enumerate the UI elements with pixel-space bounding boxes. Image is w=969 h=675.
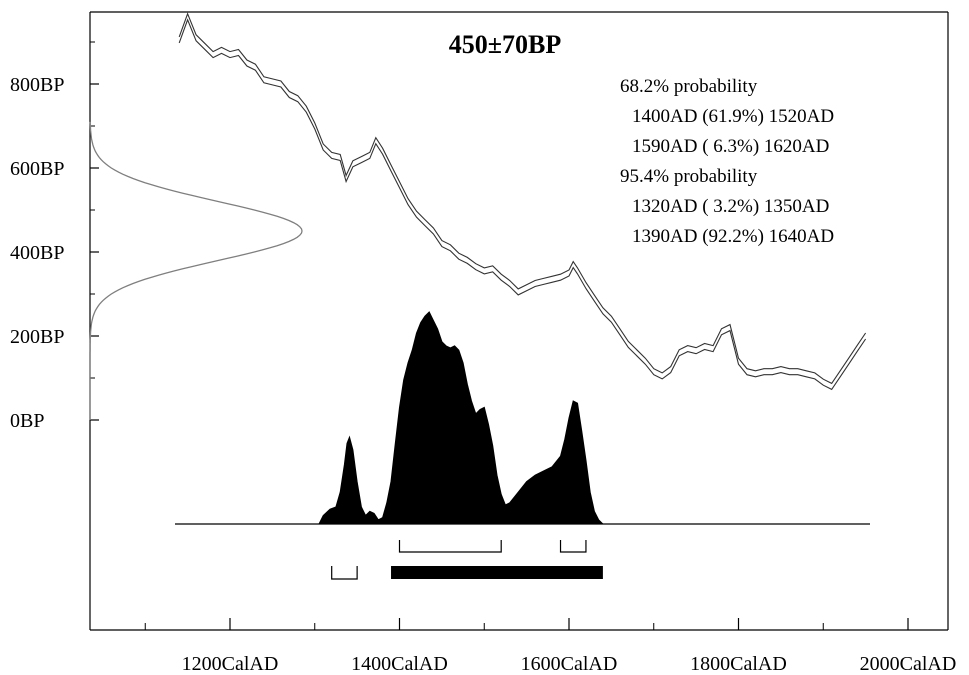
probability-range-brackets [331, 540, 603, 580]
annotation-95-range-2: 1390AD (92.2%) 1640AD [632, 226, 834, 247]
annotation-68-range-1: 1400AD (61.9%) 1520AD [632, 106, 834, 127]
y-tick-label: 0BP [10, 410, 44, 432]
annotation-68-header: 68.2% probability [620, 76, 758, 97]
range-68-bracket [398, 540, 502, 553]
x-tick-label: 2000CalAD [860, 653, 957, 675]
annotation-95-header: 95.4% probability [620, 166, 758, 187]
radiocarbon-age-distribution [89, 121, 303, 420]
range-95-bar [391, 566, 603, 579]
annotation-95-range-1: 1320AD ( 3.2%) 1350AD [632, 196, 829, 217]
range-95-bracket [331, 566, 358, 580]
probability-annotations: 68.2% probability 1400AD (61.9%) 1520AD … [620, 76, 834, 247]
calibrated-date-distribution [318, 311, 605, 525]
y-tick-label: 800BP [10, 74, 64, 96]
y-axis-ticks: 800BP 600BP 400BP 200BP 0BP [10, 41, 99, 432]
calibration-curve-upper [178, 12, 867, 385]
y-tick-label: 600BP [10, 158, 64, 180]
annotation-68-range-2: 1590AD ( 6.3%) 1620AD [632, 136, 829, 157]
y-tick-label: 400BP [10, 242, 64, 264]
x-tick-label: 1400CalAD [351, 653, 448, 675]
x-tick-label: 1600CalAD [521, 653, 618, 675]
range-68-bracket [559, 540, 587, 553]
chart-title: 450±70BP [449, 30, 562, 59]
x-tick-label: 1200CalAD [182, 653, 279, 675]
x-tick-label: 1800CalAD [690, 653, 787, 675]
x-axis-ticks: 1200CalAD 1400CalAD 1600CalAD 1800CalAD 2000… [144, 618, 957, 675]
calibration-curve-lower [178, 18, 867, 391]
y-tick-label: 200BP [10, 326, 64, 348]
